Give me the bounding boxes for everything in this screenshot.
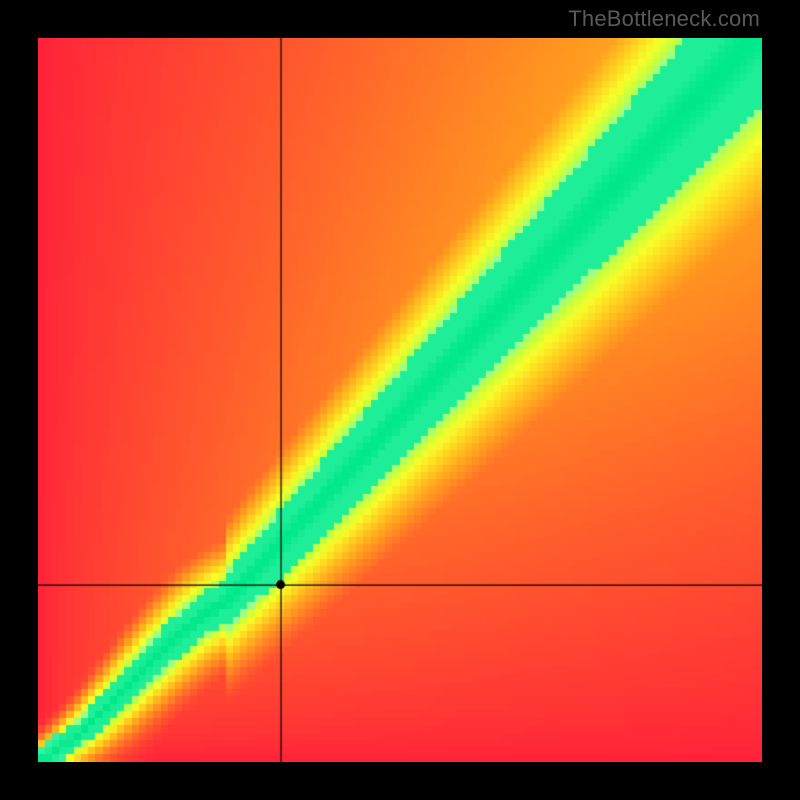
watermark-text: TheBottleneck.com [568,6,760,32]
bottleneck-heatmap [38,38,762,762]
chart-container: TheBottleneck.com [0,0,800,800]
